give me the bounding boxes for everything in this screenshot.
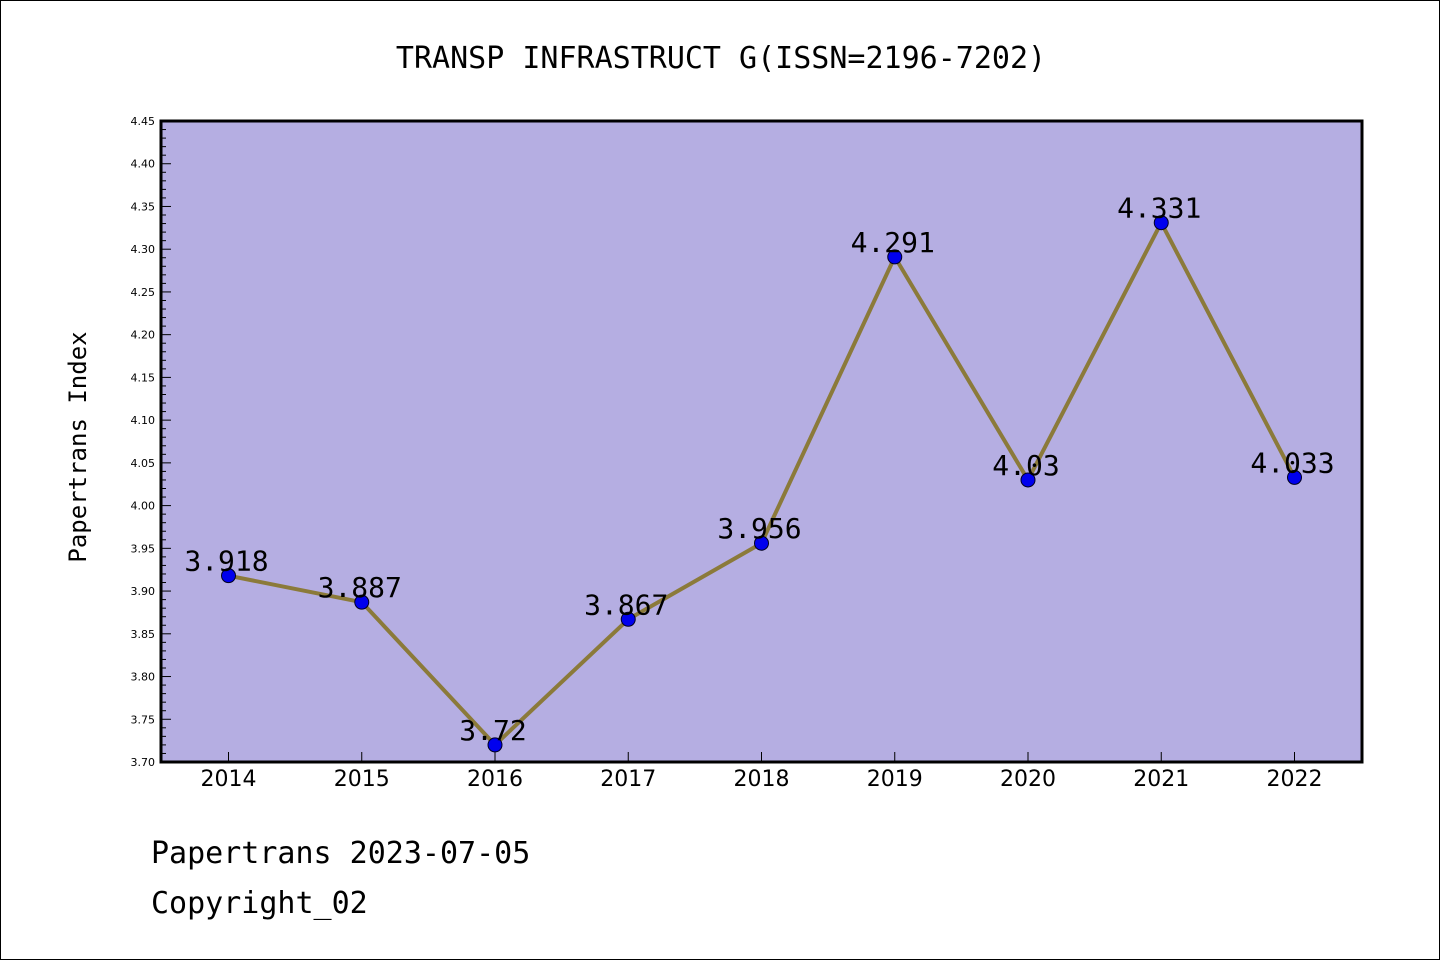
- x-tick-label: 2015: [334, 767, 390, 792]
- y-tick-label: 4.15: [131, 371, 156, 384]
- data-point: [1153, 215, 1169, 231]
- data-label: 3.867: [584, 588, 668, 621]
- y-axis: 3.70 3.75 3.80 3.85 3.90 3.95 4.00 4.05 4.10 4.15…: [131, 115, 171, 769]
- y-tick-label: 4.10: [131, 414, 156, 427]
- data-point: [1020, 472, 1036, 488]
- data-point: [354, 594, 370, 610]
- data-point: [887, 249, 903, 265]
- data-label: 3.887: [318, 571, 402, 604]
- y-tick-label: 4.40: [131, 158, 156, 171]
- x-tick-label: 2020: [1000, 767, 1056, 792]
- y-tick-label: 3.90: [131, 585, 156, 598]
- y-tick-label: 4.35: [131, 200, 156, 213]
- y-tick-label: 4.20: [131, 329, 156, 342]
- data-label: 3.918: [184, 545, 268, 578]
- x-tick-label: 2018: [734, 767, 790, 792]
- data-label: 4.03: [992, 449, 1059, 482]
- x-tick-label: 2014: [201, 767, 257, 792]
- y-tick-label: 3.75: [131, 713, 156, 726]
- data-points: [221, 215, 1302, 753]
- y-axis-label: Papertrans Index: [64, 331, 92, 562]
- footer-copyright: Copyright_02: [151, 886, 368, 921]
- y-tick-label: 4.05: [131, 457, 156, 470]
- data-label: 4.033: [1250, 446, 1334, 479]
- y-tick-label: 3.95: [131, 542, 156, 555]
- y-tick-label: 4.25: [131, 286, 156, 299]
- data-point: [620, 611, 636, 627]
- x-tick-label: 2022: [1267, 767, 1323, 792]
- data-point: [487, 737, 503, 753]
- y-tick-label: 3.80: [131, 671, 156, 684]
- x-tick-label: 2016: [467, 767, 523, 792]
- y-tick-label: 4.00: [131, 500, 156, 513]
- x-axis: 2014 2015 2016 2017 2018 2019 2020 2021 2022: [201, 752, 1323, 792]
- x-tick-label: 2019: [867, 767, 923, 792]
- y-tick-label: 3.85: [131, 628, 156, 641]
- data-point: [221, 568, 236, 584]
- data-label: 3.956: [717, 512, 801, 545]
- y-tick-label: 4.30: [131, 243, 156, 256]
- y-tick-label: 3.70: [131, 756, 156, 769]
- x-tick-label: 2017: [600, 767, 656, 792]
- y-tick-label: 4.45: [131, 115, 156, 128]
- chart-title: TRANSP INFRASTRUCT G(ISSN=2196-7202): [396, 41, 1046, 76]
- data-point: [754, 535, 769, 551]
- footer-date: Papertrans 2023-07-05: [151, 836, 531, 871]
- data-label: 3.72: [459, 714, 526, 747]
- data-labels: 3.918 3.887 3.72 3.867 3.956 4.291 4.03 4.331 4.…: [184, 192, 1334, 747]
- data-label: 4.331: [1117, 192, 1201, 225]
- x-tick-label: 2021: [1133, 767, 1189, 792]
- data-point: [1287, 469, 1302, 485]
- data-label: 4.291: [851, 226, 935, 259]
